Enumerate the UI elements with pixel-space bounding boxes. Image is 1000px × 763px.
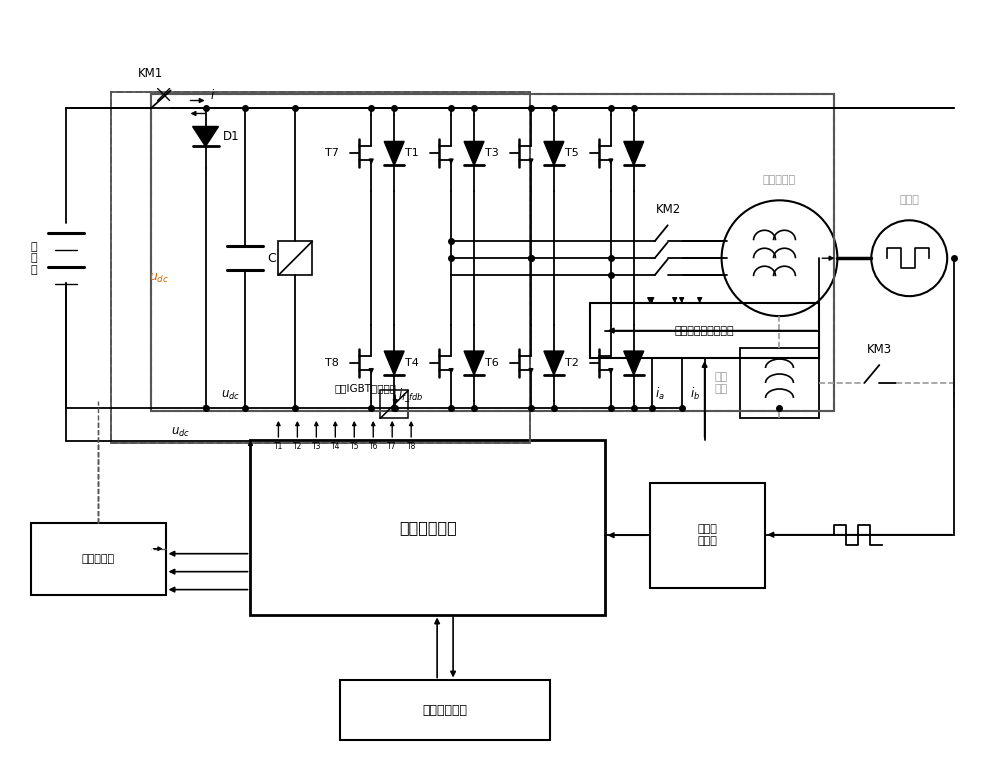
Text: T1: T1 <box>274 442 283 451</box>
Text: 同步发电机: 同步发电机 <box>763 175 796 185</box>
Text: T4: T4 <box>331 442 340 451</box>
Bar <box>278 241 312 275</box>
Text: i: i <box>211 89 214 101</box>
Bar <box>111 92 530 443</box>
Bar <box>151 94 834 411</box>
Text: KM2: KM2 <box>656 203 681 216</box>
Text: 位置信
号处理: 位置信 号处理 <box>697 524 717 546</box>
Text: 柴油机: 柴油机 <box>899 195 919 205</box>
Polygon shape <box>624 141 644 166</box>
Bar <box>650 483 765 588</box>
Text: $i_a$: $i_a$ <box>655 386 665 402</box>
Text: T3: T3 <box>312 442 321 451</box>
Polygon shape <box>464 141 484 166</box>
Polygon shape <box>384 141 404 166</box>
Text: T8: T8 <box>325 358 339 368</box>
Text: T2: T2 <box>293 442 302 451</box>
Text: 接触器驱动: 接触器驱动 <box>82 554 115 564</box>
Polygon shape <box>544 351 564 375</box>
Bar <box>111 92 530 443</box>
Text: 蓄
电
池: 蓄 电 池 <box>31 242 37 275</box>
Bar <box>380 391 408 418</box>
Text: $u_{dc}$: $u_{dc}$ <box>221 389 240 402</box>
Text: T4: T4 <box>405 358 419 368</box>
Text: T1: T1 <box>405 149 419 159</box>
Text: T5: T5 <box>565 149 579 159</box>
Text: T2: T2 <box>565 358 579 368</box>
Polygon shape <box>384 351 404 375</box>
Bar <box>250 440 605 614</box>
Text: T8: T8 <box>406 442 416 451</box>
Text: 电压、电流信号处理: 电压、电流信号处理 <box>675 326 734 336</box>
Bar <box>590 303 819 358</box>
Text: 励磁
绕组: 励磁 绕组 <box>714 372 728 394</box>
Text: KM3: KM3 <box>867 343 892 356</box>
Text: $i_b$: $i_b$ <box>690 386 700 402</box>
Text: 到各IGBT驱动单元: 到各IGBT驱动单元 <box>334 383 396 393</box>
Bar <box>31 523 166 594</box>
Text: T7: T7 <box>325 149 339 159</box>
Bar <box>340 681 550 740</box>
Text: $i_{f\_fdb}$: $i_{f\_fdb}$ <box>398 386 423 404</box>
Polygon shape <box>624 351 644 375</box>
Bar <box>151 94 834 411</box>
Text: 驱动控制系统: 驱动控制系统 <box>399 520 457 535</box>
Text: $u_{dc}$: $u_{dc}$ <box>171 426 190 439</box>
Polygon shape <box>193 127 219 146</box>
Text: T6: T6 <box>485 358 499 368</box>
Text: T7: T7 <box>387 442 397 451</box>
Bar <box>740 348 819 418</box>
Text: $u_{dc}$: $u_{dc}$ <box>149 272 169 285</box>
Text: D1: D1 <box>223 130 239 143</box>
Text: KM1: KM1 <box>138 66 163 79</box>
Text: 机车控制系统: 机车控制系统 <box>423 704 468 717</box>
Text: C: C <box>267 252 276 265</box>
Polygon shape <box>544 141 564 166</box>
Text: T5: T5 <box>350 442 359 451</box>
Text: T3: T3 <box>485 149 499 159</box>
Polygon shape <box>464 351 484 375</box>
Text: T6: T6 <box>368 442 378 451</box>
